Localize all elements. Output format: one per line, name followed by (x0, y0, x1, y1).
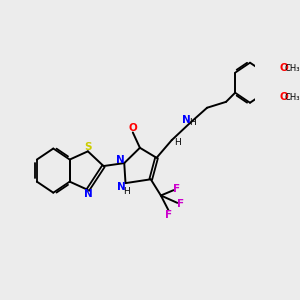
Text: O: O (280, 63, 289, 73)
Text: CH₃: CH₃ (285, 64, 300, 73)
Text: CH₃: CH₃ (285, 93, 300, 102)
Text: F: F (173, 184, 181, 194)
Text: N: N (117, 182, 125, 192)
Text: H: H (174, 138, 181, 147)
Text: O: O (280, 92, 289, 102)
Text: S: S (84, 142, 92, 152)
Text: H: H (189, 118, 196, 127)
Text: N: N (84, 189, 93, 199)
Text: H: H (123, 187, 130, 196)
Text: N: N (116, 155, 124, 165)
Text: F: F (177, 199, 184, 209)
Text: O: O (129, 123, 138, 133)
Text: F: F (165, 210, 172, 220)
Text: N: N (182, 115, 191, 124)
